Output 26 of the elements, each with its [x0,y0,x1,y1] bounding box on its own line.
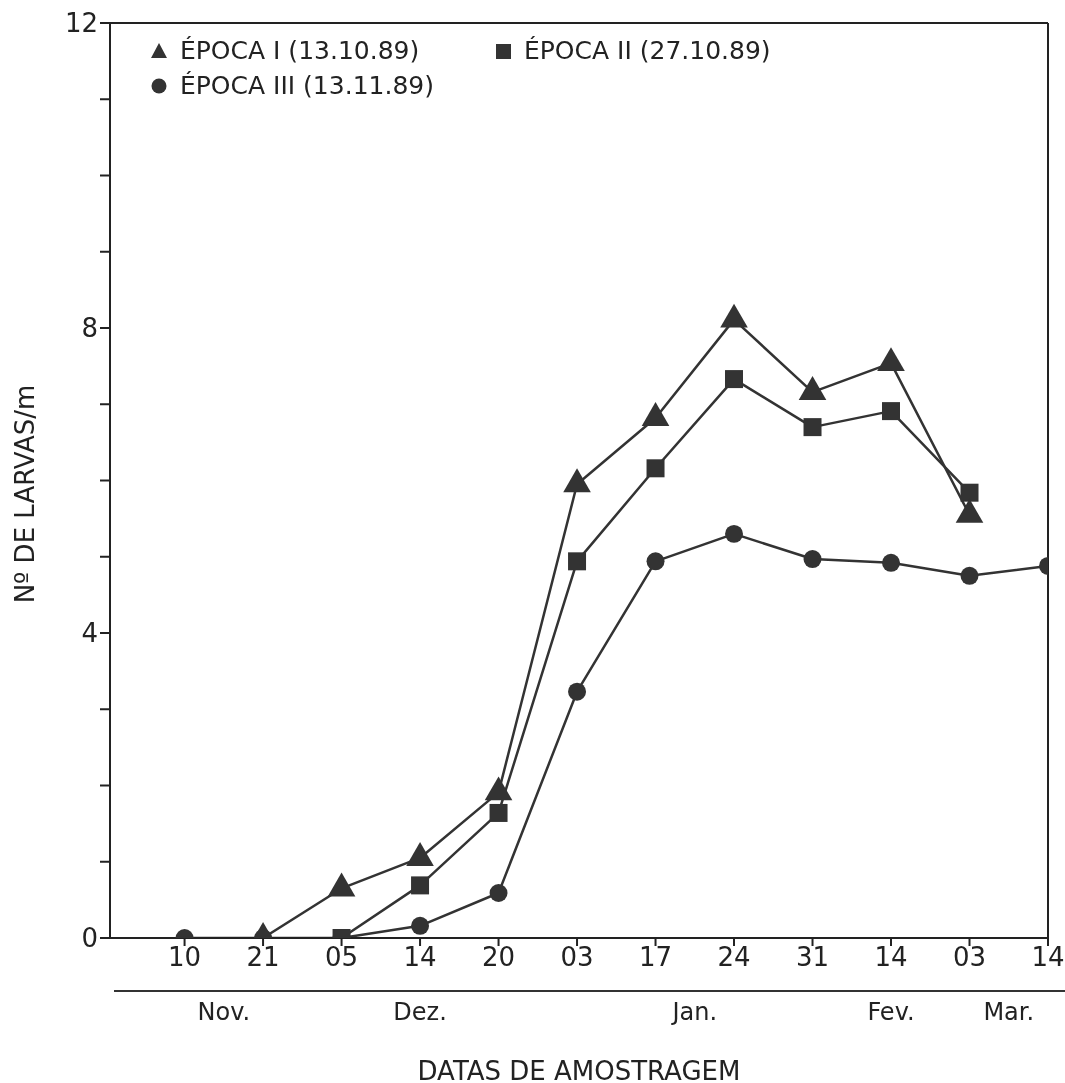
y-axis-title: Nº DE LARVAS/m [10,383,41,606]
x-tick-label: 10 [168,942,202,973]
y-tick-label: 4 [81,618,98,649]
y-tick-label: 12 [64,8,98,39]
text: Nov. [196,998,252,1026]
text: Jan. [670,998,719,1026]
x-tick-label: 14 [1031,942,1065,973]
x-tick-label: 21 [246,942,280,973]
x-tick-label: 31 [795,942,830,973]
x-tick-label: 24 [717,942,751,973]
text: Fev. [866,998,916,1026]
x-tick-label: 05 [325,942,359,973]
text: Mar. [982,998,1036,1026]
x-tick-label: 03 [560,942,594,973]
y-tick-label: 8 [81,313,98,344]
legend-label: ÉPOCA III (13.11.89) [180,71,434,100]
x-tick-label: 03 [952,942,987,973]
x-tick-label: 14 [403,942,437,973]
x-tick-label: 20 [482,942,516,973]
legend-label: ÉPOCA I (13.10.89) [180,36,420,65]
legend-label: ÉPOCA II (27.10.89) [523,36,771,65]
x-axis-title: DATAS DE AMOSTRAGEM [416,1056,742,1083]
x-tick-label: 17 [638,942,673,973]
x-tick-label: 14 [874,942,908,973]
y-tick-label: 0 [81,923,98,954]
text: Dez. [392,998,448,1026]
